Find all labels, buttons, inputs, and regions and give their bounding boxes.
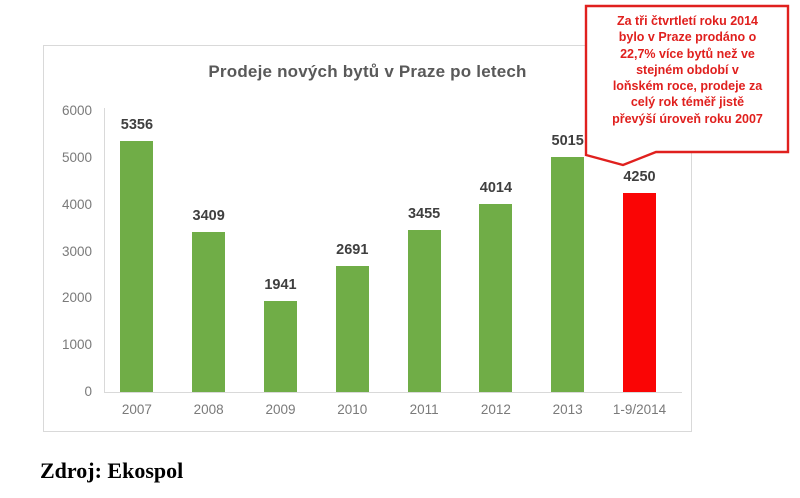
callout-box: Za tři čtvrtletí roku 2014 bylo v Praze …	[584, 4, 791, 176]
callout-bubble-outline	[584, 4, 790, 167]
x-axis-tick-label: 2009	[265, 402, 296, 417]
y-axis-tick-label: 1000	[61, 337, 92, 353]
x-axis-tick-label: 2007	[121, 402, 152, 417]
bar-2010	[335, 265, 369, 392]
y-axis-tick-label: 2000	[61, 290, 92, 306]
x-axis-tick-label: 2011	[409, 402, 439, 417]
bar-value-label: 1941	[264, 277, 297, 294]
bar-value-label: 5015	[551, 133, 584, 150]
bar-value-label: 2691	[336, 241, 369, 258]
x-axis-tick-label: 2010	[337, 402, 368, 417]
bar-2012	[479, 204, 513, 392]
y-axis-line	[104, 108, 105, 392]
callout-line: 22,7% více bytů než ve	[620, 46, 755, 61]
bar-1-9/2014	[623, 192, 656, 392]
bar-2011	[407, 230, 441, 392]
callout-text: Za tři čtvrtletí roku 2014 bylo v Praze …	[589, 13, 786, 127]
source-credit: Zdroj: Ekospol	[40, 458, 184, 483]
x-axis-line	[104, 392, 682, 393]
callout-bubble-shape	[584, 4, 790, 167]
bar-2013	[551, 157, 585, 392]
callout-line: stejném období v	[636, 62, 739, 77]
callout-line: převýší úroveň roku 2007	[612, 111, 763, 126]
bar-value-label: 4250	[623, 168, 656, 185]
y-axis-tick-label: 6000	[61, 103, 92, 118]
x-axis-tick-label: 2012	[480, 402, 511, 417]
chart-area: Prodeje nových bytů v Praze po letech 0 1…	[43, 45, 692, 432]
y-axis-tick-label: 4000	[61, 196, 92, 212]
chart-title: Prodeje nových bytů v Praze po letech	[208, 62, 527, 81]
x-axis-tick-label: 2008	[193, 402, 224, 417]
y-axis-tick-label: 5000	[61, 149, 92, 165]
y-axis-tick-label: 3000	[61, 243, 92, 259]
callout-line: bylo v Praze prodáno o	[618, 30, 757, 45]
bar-value-label: 3409	[192, 208, 225, 225]
callout-line: Za tři čtvrtletí roku 2014	[616, 14, 759, 28]
bar-2009	[264, 301, 297, 392]
bar-value-label: 5356	[120, 117, 154, 134]
callout-line: celý rok téměř jistě	[630, 95, 745, 110]
bar-value-label: 4014	[479, 180, 513, 196]
x-axis-tick-label: 2013	[552, 402, 583, 417]
callout-line: loňském roce, prodeje za	[612, 79, 763, 94]
bar-2007	[120, 141, 154, 392]
bar-2008	[192, 232, 226, 392]
bar-value-label: 3455	[407, 206, 441, 223]
y-axis-tick-label: 0	[84, 384, 92, 399]
x-axis-tick-label: 1-9/2014	[612, 402, 667, 417]
